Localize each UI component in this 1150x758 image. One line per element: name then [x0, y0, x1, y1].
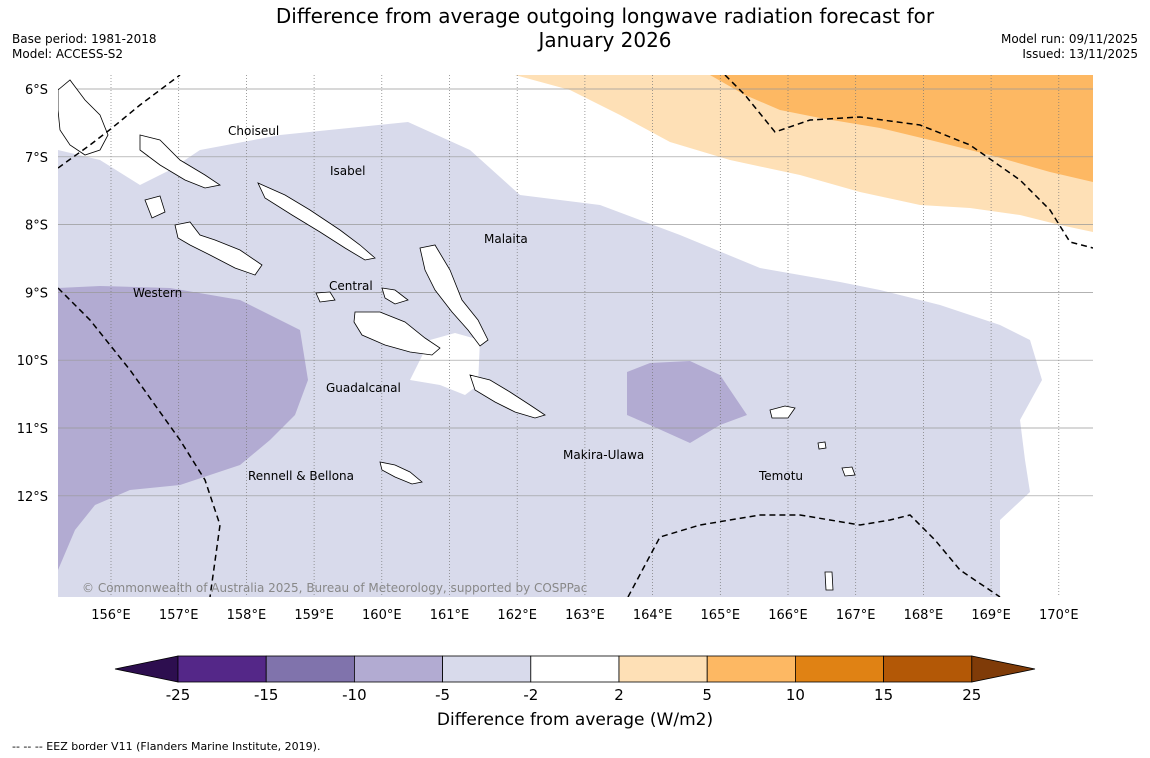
coast-guadalcanal — [353, 311, 441, 356]
title-line-2: January 2026 — [538, 28, 672, 52]
colorbar-segment — [530, 655, 620, 683]
longitude-label: 158°E — [227, 608, 267, 623]
anomaly-region-central — [627, 361, 747, 443]
coast-anuta — [824, 571, 834, 591]
copyright-text: © Commonwealth of Australia 2025, Bureau… — [82, 581, 587, 595]
region-label-rennell-bellona: Rennell & Bellona — [248, 469, 354, 483]
region-labels: Choiseul Isabel Malaita Western Central … — [133, 124, 803, 483]
coast-isabel — [257, 182, 376, 261]
colorbar-tick-label: -2 — [523, 686, 538, 704]
eez-border-northeast — [724, 75, 1093, 249]
eez-border-west — [58, 287, 221, 597]
colorbar-segment — [265, 655, 355, 683]
meta-left: Base period: 1981-2018 Model: ACCESS-S2 — [12, 32, 157, 62]
map-plot-area — [58, 75, 1093, 597]
region-label-isabel: Isabel — [330, 164, 365, 178]
eez-borders — [58, 75, 1093, 597]
colorbar-segment — [883, 655, 973, 683]
chart-title: Difference from average outgoing longwav… — [175, 4, 1035, 52]
colorbar-tick-label: 5 — [702, 686, 712, 704]
longitude-label: 160°E — [362, 608, 402, 623]
coastlines — [58, 79, 856, 591]
coast-choiseul — [139, 134, 222, 189]
coast-makira — [469, 374, 546, 419]
colorbar-tick-label: 15 — [874, 686, 893, 704]
colorbar-tick-label: -5 — [435, 686, 450, 704]
colorbar-tick-label: 10 — [786, 686, 805, 704]
coast-utupua — [817, 441, 827, 450]
region-label-malaita: Malaita — [484, 232, 528, 246]
colorbar-segment — [353, 655, 443, 683]
colorbar-extend-high — [971, 655, 1036, 683]
anomaly-region-minus5-minus2 — [58, 122, 1042, 597]
colorbar-segment — [706, 655, 796, 683]
issued-text: Issued: 13/11/2025 — [1022, 47, 1138, 61]
map-gridlines — [58, 75, 1093, 597]
longitude-labels: 156°E 157°E 158°E 159°E 160°E 161°E 162°E 163°E… — [91, 608, 1078, 623]
longitude-label: 156°E — [91, 608, 131, 623]
longitude-label: 169°E — [971, 608, 1011, 623]
longitude-label: 157°E — [159, 608, 199, 623]
region-label-western: Western — [133, 286, 182, 300]
map: Choiseul Isabel Malaita Western Central … — [17, 75, 1093, 623]
coast-vella-lavella — [144, 195, 166, 219]
colorbar-tick-label: -10 — [342, 686, 367, 704]
colorbar-segment — [795, 655, 885, 683]
colorbar-title: Difference from average (W/m2) — [436, 710, 714, 730]
region-label-central: Central — [329, 279, 373, 293]
latitude-label: 6°S — [25, 83, 48, 98]
coast-rennell — [379, 461, 423, 485]
latitude-labels: 6°S 7°S 8°S 9°S 10°S 11°S 12°S — [17, 83, 48, 505]
model-run-text: Model run: 09/11/2025 — [1000, 32, 1138, 46]
colorbar-segment — [618, 655, 708, 683]
longitude-label: 161°E — [430, 608, 470, 623]
meta-right: Model run: 09/11/2025 Issued: 13/11/2025 — [1001, 32, 1138, 62]
colorbar-ticks: -25 -15 -10 -5 -2 2 5 10 15 25 — [166, 686, 982, 704]
colorbar-segments — [114, 655, 1036, 683]
longitude-label: 167°E — [836, 608, 876, 623]
region-label-guadalcanal: Guadalcanal — [326, 381, 401, 395]
longitude-label: 163°E — [565, 608, 605, 623]
longitude-label: 166°E — [768, 608, 808, 623]
longitude-label: 162°E — [497, 608, 537, 623]
colorbar-tick-label: 2 — [614, 686, 624, 704]
title-line-1: Difference from average outgoing longwav… — [275, 4, 935, 28]
latitude-label: 9°S — [25, 286, 48, 301]
colorbar-tick-label: 25 — [962, 686, 981, 704]
latitude-label: 10°S — [17, 354, 48, 369]
coast-bougainville — [58, 79, 109, 156]
longitude-label: 159°E — [294, 608, 334, 623]
coast-vanikoro — [841, 466, 856, 477]
colorbar-segment — [177, 655, 267, 683]
longitude-label: 164°E — [633, 608, 673, 623]
latitude-label: 12°S — [17, 490, 48, 505]
region-label-choiseul: Choiseul — [228, 124, 279, 138]
region-label-temotu: Temotu — [758, 469, 803, 483]
longitude-label: 168°E — [904, 608, 944, 623]
model-text: Model: ACCESS-S2 — [12, 47, 124, 61]
latitude-label: 8°S — [25, 219, 48, 234]
colorbar-extend-low — [114, 655, 179, 683]
longitude-label: 170°E — [1039, 608, 1079, 623]
coast-santa-cruz — [769, 405, 796, 419]
latitude-label: 7°S — [25, 151, 48, 166]
coast-malaita — [419, 244, 489, 347]
longitude-label: 165°E — [701, 608, 741, 623]
coast-new-georgia — [174, 221, 263, 276]
region-label-makira-ulawa: Makira-Ulawa — [563, 448, 644, 462]
eez-border-northwest — [58, 75, 181, 169]
base-period-text: Base period: 1981-2018 — [12, 32, 157, 46]
colorbar-segment — [442, 655, 532, 683]
eez-legend-note: -- -- -- EEZ border V11 (Flanders Marine… — [12, 740, 321, 753]
eez-border-south — [627, 514, 1001, 597]
coast-nggela — [315, 291, 336, 303]
latitude-label: 11°S — [17, 422, 48, 437]
colorbar-tick-label: -25 — [166, 686, 191, 704]
colorbar-tick-label: -15 — [254, 686, 279, 704]
anomaly-region-5-10 — [710, 75, 1093, 182]
coast-russell — [381, 287, 409, 305]
